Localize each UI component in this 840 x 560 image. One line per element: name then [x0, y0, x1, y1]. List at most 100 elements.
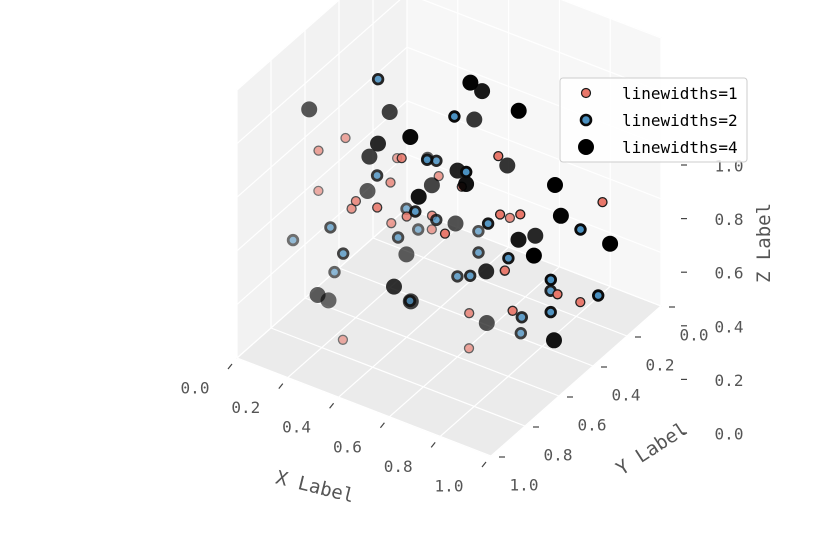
grid-line: [421, 0, 662, 93]
z-tick-label: 0.6: [715, 264, 744, 283]
grid-line: [439, 285, 611, 437]
data-point-series-1: [439, 228, 451, 239]
legend-marker-linewidths-4: [578, 139, 594, 155]
x-tick-label: 0.2: [231, 398, 260, 417]
data-point-series-3: [410, 188, 427, 205]
data-point-series-1: [552, 289, 563, 300]
data-point-series-2: [337, 247, 350, 260]
z-tick-label: 0.2: [715, 371, 744, 390]
grid-line: [236, 207, 408, 359]
axis-ticks: [227, 164, 687, 468]
data-point-series-1: [313, 145, 324, 156]
data-point-series-2: [464, 269, 477, 283]
grid-line: [372, 237, 628, 337]
data-point-series-3: [402, 129, 419, 145]
grid-line: [236, 0, 401, 145]
x-tick: [227, 363, 233, 370]
data-point-series-1: [385, 177, 396, 188]
data-point-series-1: [499, 265, 511, 276]
y-tick-label: 1.0: [510, 476, 539, 495]
data-point-series-2: [409, 205, 422, 218]
data-point-series-2: [472, 246, 485, 259]
y-tick-label: 0.2: [646, 356, 675, 375]
data-point-series-2: [544, 305, 557, 319]
data-point-series-1: [597, 196, 608, 208]
grid-line: [406, 153, 662, 253]
x-tick-label: 0.8: [384, 457, 413, 476]
data-point-series-1: [350, 195, 362, 207]
tick-labels: 0.0 0.2 0.4 0.6 0.8 1.0 0.0 0.2 0.4 0.6 0.8 1.0 0.0 0…: [181, 157, 744, 496]
data-point-series-3: [381, 104, 398, 120]
data-point-series-3: [478, 263, 495, 280]
legend-marker-linewidths-1: [580, 87, 592, 99]
y-axis-label: Y Label: [612, 418, 691, 480]
data-point-series-3: [546, 332, 562, 349]
data-point-series-3: [361, 148, 378, 165]
data-point-series-1: [493, 150, 504, 162]
data-point-series-3: [602, 235, 619, 252]
legend-frame: [559, 77, 748, 163]
legend-label-linewidths-4: linewidths=4: [622, 138, 738, 157]
data-point-series-3: [447, 215, 464, 232]
grid-line: [287, 227, 459, 379]
data-point-series-2: [460, 165, 473, 179]
y-tick-label: 0.6: [578, 416, 607, 435]
grid-lines: [236, 0, 662, 457]
data-point-series-3: [527, 227, 544, 244]
z-tick-label: 0.4: [715, 317, 744, 336]
data-point-series-1: [494, 209, 506, 220]
data-point-series-1: [463, 343, 475, 354]
z-tick-label: 0.0: [715, 425, 744, 444]
grid-line: [270, 327, 526, 427]
x-tick-label: 0.0: [181, 379, 210, 398]
x-tick-label: 0.6: [333, 437, 362, 456]
data-point-series-1: [346, 203, 357, 214]
data-point-series-3: [466, 111, 483, 128]
data-point-series-1: [426, 224, 437, 235]
data-point-series-3: [510, 231, 527, 248]
data-point-series-3: [510, 102, 527, 119]
x-tick: [379, 422, 385, 429]
data-point-series-2: [370, 169, 384, 182]
data-point-series-1: [504, 212, 516, 224]
x-tick: [329, 402, 335, 409]
data-point-series-2: [324, 221, 337, 234]
data-point-series-3: [474, 83, 491, 100]
data-point-series-2: [544, 273, 558, 287]
data-point-series-3: [423, 177, 440, 194]
grid-line: [236, 0, 340, 91]
data-point-series-3: [359, 183, 376, 199]
y-tick-label: 0.4: [612, 386, 641, 405]
legend-label-linewidths-2: linewidths=2: [622, 111, 738, 130]
data-point-series-3: [398, 246, 415, 263]
data-point-series-1: [372, 202, 383, 213]
z-axis-label: Z Label: [753, 203, 775, 283]
legend: linewidths=1 linewidths=2 linewidths=4: [559, 77, 748, 163]
data-point-series-1: [433, 170, 444, 182]
data-point-series-2: [514, 327, 528, 340]
data-point-series-1: [575, 296, 586, 308]
data-point-series-2: [502, 252, 515, 265]
data-point-series-3: [309, 287, 326, 303]
data-point-series-3: [552, 207, 569, 224]
data-point-series-1: [464, 308, 475, 319]
x-tick-label: 0.4: [282, 418, 311, 437]
grid-line: [236, 46, 408, 198]
data-point-series-2: [592, 289, 605, 302]
data-point-series-2: [481, 217, 495, 230]
data-point-series-2: [430, 213, 443, 227]
data-point-series-3: [301, 101, 318, 118]
grid-line: [304, 297, 560, 397]
data-point-series-1: [507, 305, 518, 316]
data-point-series-3: [547, 177, 563, 193]
z-tick-label: 0.8: [715, 210, 744, 229]
x-tick: [278, 383, 284, 389]
data-point-series-2: [371, 72, 385, 86]
y-tick-label: 0.8: [544, 446, 573, 465]
grid-line: [389, 266, 560, 418]
x-tick: [481, 461, 487, 468]
data-point-series-3: [478, 315, 495, 331]
data-point-series-2: [574, 223, 587, 236]
data-point-series-1: [396, 152, 407, 164]
